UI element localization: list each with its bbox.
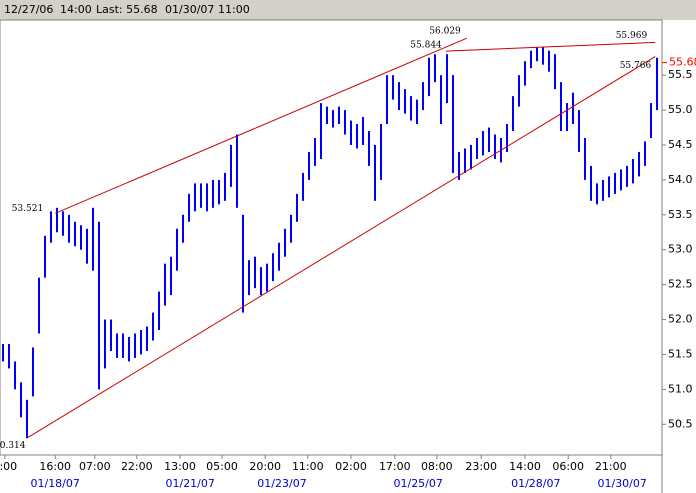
trendline-label: 56.029	[429, 27, 461, 37]
x-tick-label: 13:00	[164, 460, 196, 473]
header-bar	[0, 0, 696, 20]
y-tick-label: 51.0	[668, 382, 693, 395]
header-end-date: 01/30/07	[165, 3, 214, 16]
x-tick-label: 02:00	[335, 460, 367, 473]
date-tick-label: 01/28/07	[511, 477, 560, 490]
x-tick-label: 11:00	[292, 460, 324, 473]
x-tick-label: 20:00	[249, 460, 281, 473]
header-start-time: 14:00	[60, 3, 92, 16]
y-tick-label: 55.0	[668, 103, 693, 116]
date-tick-label: 01/18/07	[30, 477, 79, 490]
trendline-label: 50.314	[0, 441, 26, 451]
y-tick-label: 54.0	[668, 173, 693, 186]
date-tick-label: 01/21/07	[165, 477, 214, 490]
y-tick-label: 50.5	[668, 417, 693, 430]
last-price-label: 55.68	[669, 56, 696, 69]
x-tick-label: 14:00	[509, 460, 541, 473]
y-tick-label: 51.5	[668, 347, 693, 360]
trendline-label: 53.521	[12, 204, 44, 214]
x-tick-label: 16:00	[39, 460, 71, 473]
trendline-label: 55.969	[616, 31, 648, 41]
x-tick-label: 08:00	[421, 460, 453, 473]
trendline-label: 55.844	[410, 41, 442, 51]
trendline	[27, 56, 656, 438]
y-tick-label: 52.5	[668, 278, 693, 291]
y-tick-label: 53.0	[668, 243, 693, 256]
x-tick-label: 07:00	[79, 460, 111, 473]
date-tick-label: 01/23/07	[257, 477, 306, 490]
x-tick-label: 17:00	[379, 460, 411, 473]
y-tick-label: 52.0	[668, 313, 693, 326]
date-tick-label: 01/30/07	[597, 477, 646, 490]
x-tick-label: 21:00	[595, 460, 627, 473]
y-tick-label: 54.5	[668, 138, 693, 151]
date-tick-label: 01/25/07	[393, 477, 442, 490]
x-tick-label: 22:00	[121, 460, 153, 473]
header-start-date: 12/27/06	[4, 3, 53, 16]
x-tick-label: 06:00	[552, 460, 584, 473]
y-tick-label: 55.5	[668, 68, 693, 81]
x-tick-label: 23:00	[465, 460, 497, 473]
x-tick-label: 05:00	[206, 460, 238, 473]
y-tick-label: 53.5	[668, 208, 693, 221]
header-last: Last: 55.68	[96, 3, 158, 16]
trendline	[445, 41, 656, 52]
x-tick-label: 1:00	[0, 460, 17, 473]
trendline-label: 55.766	[620, 61, 652, 71]
trendline	[55, 37, 467, 214]
plot-area	[0, 19, 663, 456]
header-end-time: 11:00	[218, 3, 250, 16]
